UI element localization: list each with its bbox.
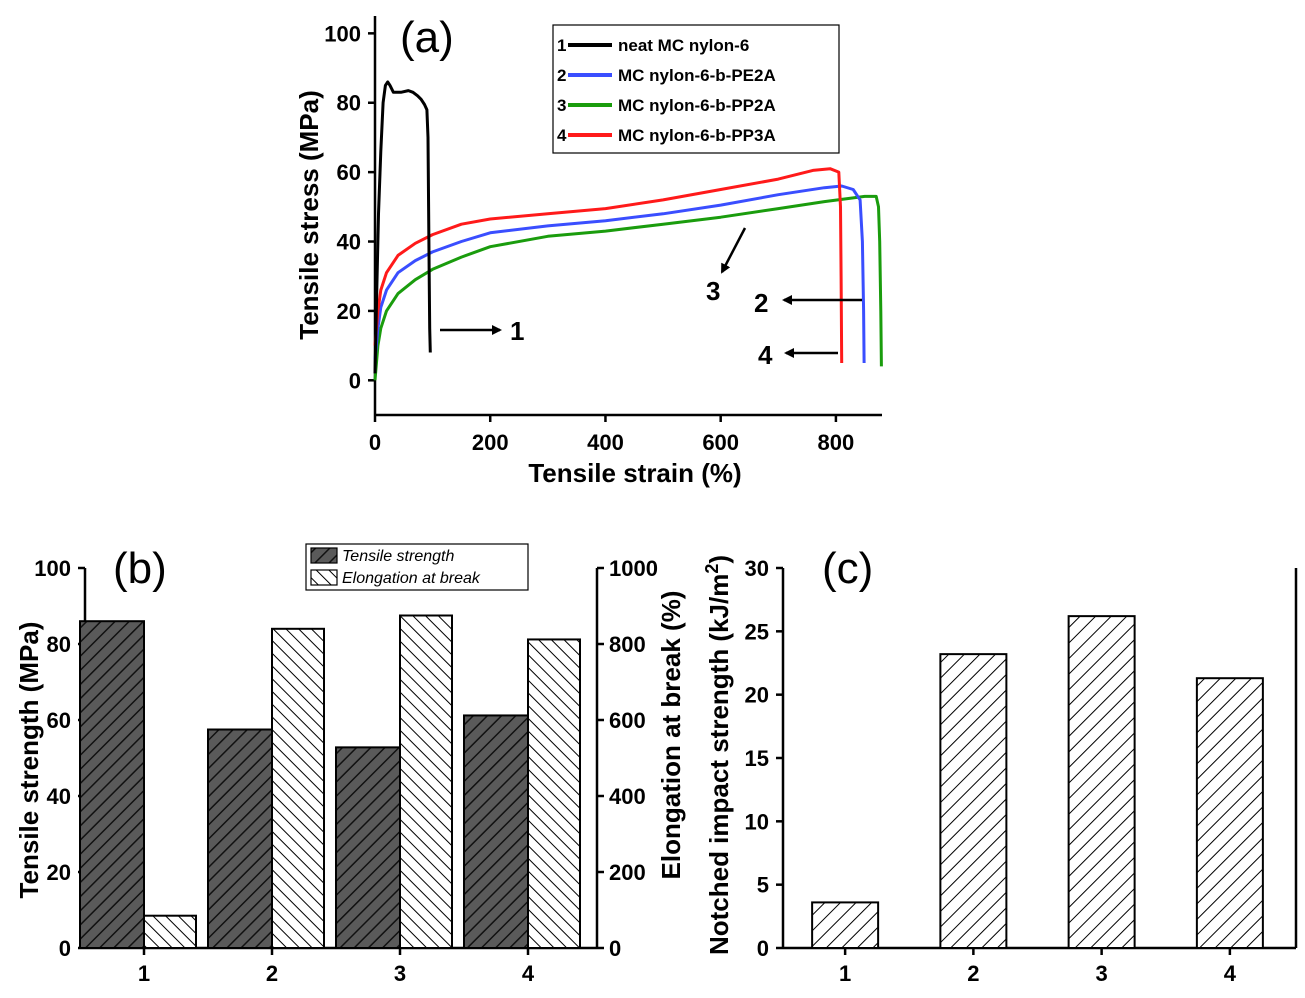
- panel-a-x-tick-label: 600: [702, 430, 739, 455]
- panel-a-label: (a): [400, 13, 454, 62]
- panel-b-bar-elongation-3: [399, 614, 453, 949]
- panel-a-legend-number-4: 4: [557, 126, 567, 145]
- panel-b-y2-tick-label: 800: [609, 632, 646, 657]
- panel-a-y-tick-label: 100: [324, 21, 361, 46]
- panel-b-bar-elongation-1: [143, 914, 197, 950]
- panel-a-annotation-4: 4: [758, 340, 773, 370]
- panel-a-legend-label-4: MC nylon-6-b-PP3A: [618, 126, 776, 145]
- panel-b-y2-ticks: 0 200 400 600 800 1000: [597, 556, 658, 961]
- panel-b-legend-label-elongation: Elongation at break: [342, 570, 481, 587]
- panel-b-bars: [79, 614, 581, 950]
- panel-c-x-tick-label: 1: [839, 961, 851, 986]
- panel-b-bar-elongation-2: [271, 627, 325, 949]
- panel-c-y-tick-label: 5: [757, 873, 769, 898]
- panel-b-bar-tensile-strength-3: [335, 746, 401, 949]
- panel-b-y-tick-label: 80: [47, 632, 71, 657]
- panel-a-annotation-3: 3: [706, 276, 720, 306]
- panel-a-y-tick-label: 80: [337, 91, 361, 116]
- panel-c-x-tick-label: 4: [1224, 961, 1237, 986]
- panel-b-x-ticks: 1 2 3 4: [138, 948, 535, 986]
- panel-a-x-tick-label: 200: [472, 430, 509, 455]
- panel-b-y2-tick-label: 0: [609, 936, 621, 961]
- panel-b-legend-swatch-tensile: [310, 547, 338, 564]
- panel-b-legend: Tensile strength Elongation at break: [305, 543, 529, 591]
- panel-c-y-tick-label: 0: [757, 936, 769, 961]
- panel-c-bar-chart: (c) 0 5 10 15 20 25 30 1 2 3 4 Notched impact str…: [702, 544, 1298, 986]
- panel-a-y-tick-label: 40: [337, 230, 361, 255]
- panel-a-series-line-1: [373, 80, 432, 374]
- panel-c-label: (c): [822, 544, 873, 593]
- panel-b-x-tick-label: 3: [394, 961, 406, 986]
- panel-a-y-axis-title: Tensile stress (MPa): [294, 90, 324, 340]
- panel-b-y2-tick-label: 1000: [609, 556, 658, 581]
- panel-c-y-tick-label: 25: [745, 619, 769, 644]
- panel-c-bar-4: [1195, 677, 1264, 949]
- panel-c-y-tick-label: 30: [745, 556, 769, 581]
- panel-b-y-tick-label: 20: [47, 860, 71, 885]
- panel-c-y-tick-label: 20: [745, 683, 769, 708]
- panel-a-stress-strain-chart: (a) 0 20 40 60 80 100 0 200 400 600 800 Tensile s…: [294, 13, 883, 488]
- panel-a-series-line-2: [373, 184, 866, 364]
- panel-b-legend-box: [305, 543, 529, 591]
- panel-c-y-axis-title-superscript: 2: [702, 564, 722, 574]
- panel-a-legend-number-3: 3: [557, 96, 566, 115]
- panel-a-legend-number-1: 1: [557, 36, 566, 55]
- panel-b-legend-swatch-elongation: [310, 569, 338, 586]
- panel-a-y-tick-label: 0: [349, 368, 361, 393]
- panel-b-y-tick-label: 100: [34, 556, 71, 581]
- panel-c-bar-1: [811, 901, 880, 950]
- panel-c-y-tick-label: 15: [745, 746, 769, 771]
- panel-c-bar-3: [1067, 615, 1136, 950]
- panel-b-label: (b): [113, 544, 167, 593]
- panel-b-y2-axis-title: Elongation at break (%): [656, 591, 686, 880]
- panel-a-legend-number-2: 2: [557, 66, 566, 85]
- panel-a-legend-label-1: neat MC nylon-6: [618, 36, 749, 55]
- panel-a-series-line-3: [373, 194, 883, 381]
- panel-b-y2-tick-label: 400: [609, 784, 646, 809]
- panel-c-x-tick-label: 3: [1096, 961, 1108, 986]
- panel-b-bar-tensile-strength-2: [207, 728, 273, 949]
- panel-a-legend-label-2: MC nylon-6-b-PE2A: [618, 66, 776, 85]
- panel-c-x-ticks: 1 2 3 4: [839, 948, 1237, 986]
- panel-a-x-axis-title: Tensile strain (%): [528, 458, 741, 488]
- panel-b-y-tick-label: 0: [59, 936, 71, 961]
- panel-b-x-tick-label: 1: [138, 961, 150, 986]
- panel-a-y-tick-label: 20: [337, 299, 361, 324]
- panel-c-y-tick-label: 10: [745, 809, 769, 834]
- panel-a-legend-label-3: MC nylon-6-b-PP2A: [618, 96, 776, 115]
- panel-a-y-tick-label: 60: [337, 160, 361, 185]
- panel-a-y-ticks: 0 20 40 60 80 100: [324, 21, 375, 393]
- panel-c-bar-2: [939, 653, 1008, 950]
- panel-b-y2-tick-label: 600: [609, 708, 646, 733]
- panel-b-bar-elongation-4: [527, 638, 581, 949]
- panel-b-x-tick-label: 2: [266, 961, 278, 986]
- panel-c-x-tick-label: 2: [967, 961, 979, 986]
- panel-c-y-ticks: 0 5 10 15 20 25 30: [745, 556, 783, 961]
- panel-b-x-tick-label: 4: [522, 961, 535, 986]
- panel-a-legend: 1 neat MC nylon-6 2 MC nylon-6-b-PE2A 3 MC ny…: [552, 24, 840, 154]
- panel-b-y-tick-label: 40: [47, 784, 71, 809]
- panel-a-x-tick-label: 400: [587, 430, 624, 455]
- panel-a-annotation-1: 1: [510, 316, 524, 346]
- panel-b-bar-tensile-strength-1: [79, 620, 145, 949]
- panel-b-y-axis-title: Tensile strength (MPa): [14, 622, 44, 899]
- panel-a-x-ticks: 0 200 400 600 800: [369, 415, 854, 455]
- panel-a-series-lines: [373, 80, 883, 381]
- panel-b-legend-label-tensile: Tensile strength: [342, 548, 454, 565]
- panel-b-bar-tensile-strength-4: [463, 714, 529, 949]
- panel-a-annotations: 1 2 3 4: [440, 227, 862, 370]
- panel-c-y-axis-title: Notched impact strength (kJ/m2): [702, 555, 734, 955]
- panel-a-series-line-4: [373, 167, 844, 364]
- panel-b-y-tick-label: 60: [47, 708, 71, 733]
- panel-a-x-tick-label: 0: [369, 430, 381, 455]
- panel-a-x-tick-label: 800: [818, 430, 855, 455]
- panel-a-arrow-3: [720, 227, 747, 274]
- panel-b-y2-tick-label: 200: [609, 860, 646, 885]
- panel-c-bars: [811, 615, 1264, 950]
- panel-a-annotation-2: 2: [754, 288, 768, 318]
